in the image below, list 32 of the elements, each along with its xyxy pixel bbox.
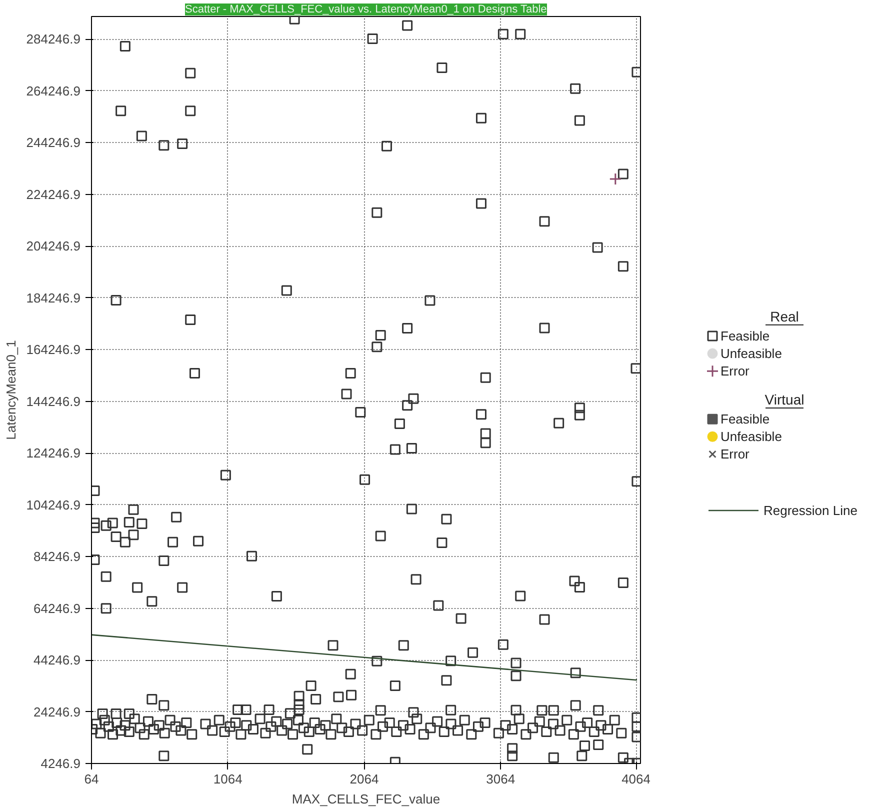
legend-label: Unfeasible: [720, 429, 782, 444]
legend-label: Feasible: [720, 412, 770, 427]
chart-title: Scatter - MAX_CELLS_FEC_value vs. LatencyMean0_1 on Designs Table: [185, 4, 547, 16]
y-tick-label: 104246.9: [26, 497, 81, 512]
text: Virtual: [764, 392, 804, 408]
y-tick-label: 44246.9: [34, 652, 81, 668]
y-tick-label: 244246.9: [26, 135, 81, 150]
legend-label: Regression Line: [764, 503, 858, 518]
y-axis-title: LatencyMean0_1: [3, 340, 18, 440]
x-tick-label: 1064: [213, 772, 242, 786]
legend-label: Error: [720, 446, 750, 462]
legend-label: Error: [720, 364, 750, 379]
y-tick-label: 84246.9: [34, 549, 81, 564]
y-tick-label: 264246.9: [26, 83, 81, 98]
y-tick-label: 184246.9: [26, 290, 81, 306]
y-tick-label: 24246.9: [34, 704, 81, 720]
x-axis-title: MAX_CELLS_FEC_value: [292, 792, 440, 806]
y-tick-label: 64246.9: [34, 600, 81, 616]
legend-label: Feasible: [720, 328, 770, 344]
y-tick-label: 204246.9: [26, 238, 81, 254]
y-tick-label: 164246.9: [26, 342, 81, 358]
x-tick-label: 3064: [486, 772, 516, 786]
y-tick-label: 284246.9: [26, 32, 81, 47]
legend-label: Unfeasible: [720, 346, 782, 362]
y-tick-label: 224246.9: [26, 186, 81, 202]
y-tick-label: 144246.9: [26, 394, 81, 409]
x-tick-label: 4064: [622, 772, 650, 786]
x-tick-label: 64: [84, 772, 99, 786]
y-tick-label: 4246.9: [40, 756, 81, 771]
y-tick-label: 124246.9: [26, 446, 81, 461]
legend-title: Real: [770, 308, 799, 325]
x-tick-label: 2064: [350, 772, 379, 786]
